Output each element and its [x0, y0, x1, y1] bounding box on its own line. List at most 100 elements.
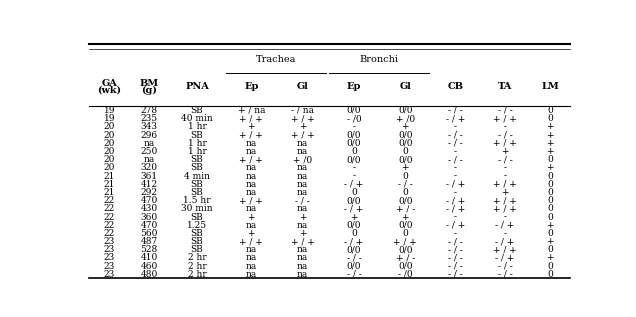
Text: 0: 0	[547, 262, 553, 271]
Text: Gl: Gl	[297, 82, 308, 91]
Text: 0/0: 0/0	[347, 155, 361, 164]
Text: 0: 0	[351, 147, 357, 156]
Text: na: na	[297, 270, 308, 279]
Text: na: na	[245, 270, 257, 279]
Text: +: +	[546, 237, 554, 246]
Text: 40 min: 40 min	[181, 114, 213, 123]
Text: SB: SB	[191, 106, 204, 115]
Text: + / +: + / +	[239, 131, 263, 139]
Text: SB: SB	[191, 245, 204, 254]
Text: - / -: - / -	[448, 155, 462, 164]
Text: 296: 296	[141, 131, 158, 139]
Text: na: na	[297, 188, 308, 197]
Text: +: +	[546, 131, 554, 139]
Text: 0: 0	[547, 212, 553, 222]
Text: +: +	[401, 212, 409, 222]
Text: 2 hr: 2 hr	[188, 254, 207, 262]
Text: 470: 470	[141, 221, 158, 230]
Text: na: na	[297, 147, 308, 156]
Text: + / +: + / +	[291, 237, 315, 246]
Text: na: na	[297, 221, 308, 230]
Text: + /0: + /0	[396, 114, 415, 123]
Text: 1.25: 1.25	[187, 221, 207, 230]
Text: 0/0: 0/0	[347, 221, 361, 230]
Text: 21: 21	[104, 180, 115, 189]
Text: +: +	[546, 254, 554, 262]
Text: 470: 470	[141, 196, 158, 205]
Text: na: na	[245, 139, 257, 148]
Text: na: na	[297, 139, 308, 148]
Text: + / +: + / +	[291, 114, 315, 123]
Text: na: na	[245, 180, 257, 189]
Text: 22: 22	[104, 196, 115, 205]
Text: TA: TA	[498, 82, 512, 91]
Text: Ep: Ep	[347, 82, 361, 91]
Text: -: -	[352, 163, 356, 172]
Text: 2 hr: 2 hr	[188, 262, 207, 271]
Text: 361: 361	[141, 171, 158, 181]
Text: -: -	[453, 212, 457, 222]
Text: 0/0: 0/0	[347, 106, 361, 115]
Text: 250: 250	[141, 147, 158, 156]
Text: +: +	[299, 122, 307, 131]
Text: 0/0: 0/0	[398, 262, 413, 271]
Text: - / +: - / +	[446, 221, 465, 230]
Text: - / -: - / -	[448, 131, 462, 139]
Text: + / +: + / +	[239, 237, 263, 246]
Text: - / +: - / +	[344, 180, 364, 189]
Text: SB: SB	[191, 188, 204, 197]
Text: 0: 0	[547, 229, 553, 238]
Text: -: -	[504, 122, 507, 131]
Text: 0: 0	[403, 171, 408, 181]
Text: 0/0: 0/0	[398, 139, 413, 148]
Text: 1 hr: 1 hr	[188, 139, 207, 148]
Text: +: +	[546, 147, 554, 156]
Text: SB: SB	[191, 180, 204, 189]
Text: -: -	[504, 229, 507, 238]
Text: + / +: + / +	[494, 114, 517, 123]
Text: Bronchi: Bronchi	[359, 55, 398, 64]
Text: 430: 430	[141, 204, 158, 213]
Text: na: na	[297, 245, 308, 254]
Text: Trachea: Trachea	[256, 55, 296, 64]
Text: 0/0: 0/0	[347, 262, 361, 271]
Text: na: na	[297, 262, 308, 271]
Text: - / +: - / +	[446, 114, 465, 123]
Text: SB: SB	[191, 212, 204, 222]
Text: 23: 23	[104, 245, 115, 254]
Text: 0/0: 0/0	[347, 196, 361, 205]
Text: -: -	[453, 171, 457, 181]
Text: + / -: + / -	[396, 254, 415, 262]
Text: +: +	[546, 221, 554, 230]
Text: 19: 19	[104, 114, 115, 123]
Text: + / +: + / +	[494, 196, 517, 205]
Text: 480: 480	[141, 270, 158, 279]
Text: SB: SB	[191, 163, 204, 172]
Text: 292: 292	[141, 188, 158, 197]
Text: - / -: - / -	[347, 270, 361, 279]
Text: - / -: - / -	[448, 254, 462, 262]
Text: - /0: - /0	[347, 114, 361, 123]
Text: - / -: - / -	[498, 270, 513, 279]
Text: 278: 278	[141, 106, 158, 115]
Text: na: na	[245, 245, 257, 254]
Text: + / +: + / +	[394, 237, 417, 246]
Text: - / +: - / +	[446, 180, 465, 189]
Text: - / -: - / -	[448, 245, 462, 254]
Text: 0: 0	[547, 188, 553, 197]
Text: +: +	[247, 229, 255, 238]
Text: 0: 0	[351, 229, 357, 238]
Text: + / -: + / -	[396, 204, 415, 213]
Text: +: +	[546, 139, 554, 148]
Text: na: na	[245, 262, 257, 271]
Text: 0: 0	[547, 180, 553, 189]
Text: - / -: - / -	[498, 262, 513, 271]
Text: 23: 23	[104, 270, 115, 279]
Text: 0: 0	[403, 229, 408, 238]
Text: +: +	[247, 212, 255, 222]
Text: 343: 343	[141, 122, 158, 131]
Text: (g): (g)	[141, 86, 157, 95]
Text: 0: 0	[547, 196, 553, 205]
Text: - / -: - / -	[448, 262, 462, 271]
Text: GA: GA	[101, 79, 117, 88]
